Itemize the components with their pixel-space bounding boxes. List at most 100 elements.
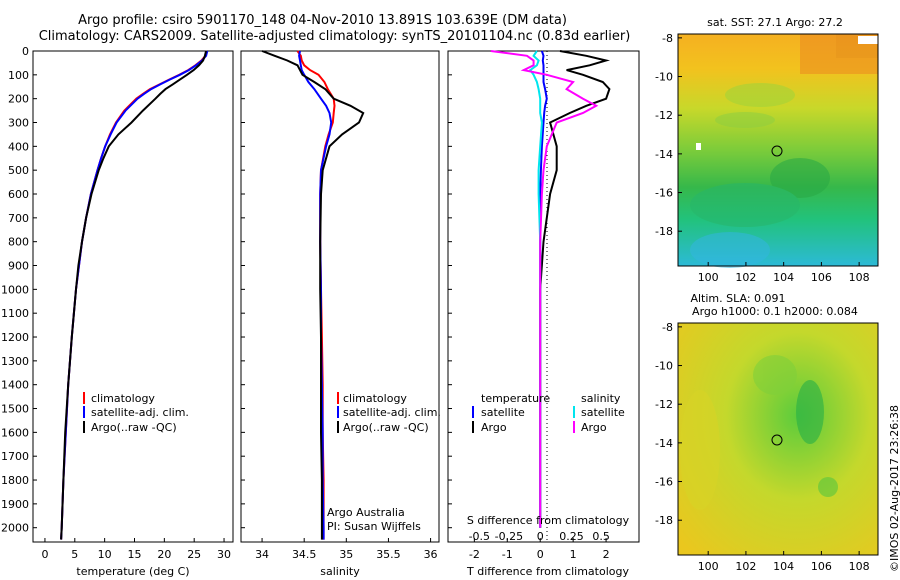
temperature-panel-frame [32,50,234,543]
temperature-legend-argo: Argo(..raw -QC) [91,421,177,434]
temperature-legend-climatology: climatology [91,392,155,405]
map-x-tick-label: 108 [849,560,870,573]
x-tick-label: 35 [339,548,353,561]
map-y-tick-label: -10 [655,71,673,84]
salinity-legend: climatology satellite-adj. clim. Argo(..… [337,392,441,434]
s-tick-label: 0 [537,530,544,543]
depth-tick-label: 1500 [1,403,29,416]
sst-land-patch [696,143,701,150]
legend-temperature-heading: temperature [481,392,550,405]
map-x-tick-label: 104 [773,560,794,573]
map-x-tick-label: 106 [811,271,832,284]
map-y-tick-label: -14 [655,437,673,450]
map-y-tick-label: -16 [655,187,673,200]
x-tick-label: 10 [98,548,112,561]
map-y-tick-label: -14 [655,148,673,161]
legend-salinity-heading: salinity [581,392,621,405]
temperature-x-label: temperature (deg C) [76,565,189,578]
depth-tick-label: 100 [8,69,29,82]
salinity-legend-climatology: climatology [343,392,407,405]
s-difference-label: S difference from climatology [467,514,630,527]
map-x-tick-label: 102 [735,271,756,284]
x-tick-label: 0 [41,548,48,561]
annotation-pi-name: PI: Susan Wijffels [327,520,421,533]
x-tick-label: 25 [187,548,201,561]
temperature-lines [60,50,209,540]
map-x-tick-label: 108 [849,271,870,284]
salinity-x-label: salinity [320,565,360,578]
x-tick-label: 35.5 [376,548,401,561]
legend-sal-satellite: satellite [581,406,625,419]
sst-land-patch [858,36,878,44]
map-x-tick-label: 102 [735,560,756,573]
sla-map-title-line-2: Argo h1000: 0.1 h2000: 0.084 [692,305,858,318]
difference-x-axis: -2 -1 0 1 2 -0.5 -0.25 0 0.25 0.5 [469,530,610,561]
sst-map-frame [677,33,879,267]
temperature-legend: climatology satellite-adj. clim. Argo(..… [83,392,189,434]
series-line-satellite-adj-clim- [60,50,209,540]
depth-tick-label: 2000 [1,522,29,535]
sla-argo-marker [771,434,783,446]
series-line-temperature-argo [539,50,611,528]
s-tick-label: -0.25 [495,530,523,543]
map-x-tick-label: 106 [811,560,832,573]
depth-tick-label: 600 [8,188,29,201]
map-y-tick-label: -8 [662,32,673,45]
depth-tick-label: 400 [8,140,29,153]
map-y-tick-label: -10 [655,360,673,373]
depth-tick-label: 200 [8,93,29,106]
depth-tick-label: 1000 [1,283,29,296]
x-tick-label: 36 [424,548,438,561]
depth-tick-label: 1600 [1,426,29,439]
x-tick-label: 1 [570,548,577,561]
map-y-tick-label: -18 [655,225,673,238]
depth-tick-label: 1700 [1,450,29,463]
depth-tick-label: 1100 [1,307,29,320]
depth-tick-label: 1800 [1,474,29,487]
depth-tick-label: 900 [8,260,29,273]
difference-legend: temperature satellite Argo salinity sate… [472,392,625,434]
map-y-tick-label: -8 [662,321,673,334]
depth-tick-label: 500 [8,164,29,177]
depth-tick-label: 700 [8,212,29,225]
series-line-argo-raw-qc- [261,50,365,540]
sla-map-texture [680,355,838,510]
temperature-x-axis: 0 5 10 15 20 25 30 [41,538,231,561]
salinity-lines [261,50,365,540]
series-line-climatology [60,50,208,540]
x-tick-label: 34.5 [292,548,317,561]
salinity-x-axis: 34 34.5 35 35.5 36 [255,538,438,561]
map-y-tick-label: -16 [655,476,673,489]
annotation-argo-australia: Argo Australia [327,506,405,519]
imos-timestamp: ©IMOS 02-Aug-2017 23:26:38 [888,405,900,572]
difference-panel-frame [447,50,640,543]
series-line-satellite-adj-clim- [298,50,333,540]
x-tick-label: 20 [157,548,171,561]
x-tick-label: 5 [71,548,78,561]
series-line-argo-raw-qc- [60,50,208,540]
sla-map-axes: 100 102 104 106 108 -8 -10 -12 -14 -16 -18 [655,321,870,573]
x-tick-label: -1 [502,548,513,561]
s-tick-label: 0.5 [592,530,610,543]
sst-argo-marker [771,145,783,157]
depth-tick-label: 1400 [1,379,29,392]
legend-temp-satellite: satellite [481,406,525,419]
t-difference-label: T difference from climatology [466,565,629,578]
salinity-legend-argo: Argo(..raw -QC) [343,421,429,434]
sst-map-title: sat. SST: 27.1 Argo: 27.2 [707,16,843,29]
s-tick-label: 0.25 [559,530,584,543]
map-x-tick-label: 104 [773,271,794,284]
x-tick-label: 0 [537,548,544,561]
x-tick-label: -2 [469,548,480,561]
x-tick-label: 2 [603,548,610,561]
s-tick-label: -0.5 [469,530,490,543]
series-line-climatology [296,50,336,540]
sla-map-frame [677,322,879,556]
salinity-legend-satellite: satellite-adj. clim. [343,406,441,419]
map-x-tick-label: 100 [698,271,719,284]
map-x-tick-label: 100 [698,560,719,573]
plot-title-line-2: Climatology: CARS2009. Satellite-adjuste… [38,29,631,44]
map-y-tick-label: -12 [655,109,673,122]
depth-tick-label: 0 [22,45,29,58]
